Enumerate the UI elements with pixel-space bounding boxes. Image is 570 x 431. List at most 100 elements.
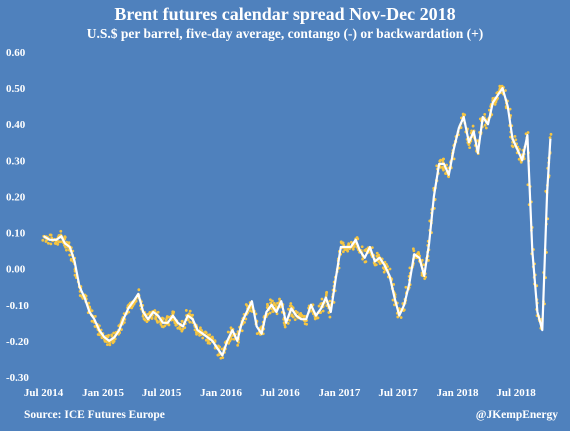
y-tick-label: 0.50: [6, 83, 26, 95]
data-point: [283, 325, 287, 329]
series-line: [43, 87, 552, 357]
data-point: [65, 248, 68, 252]
data-point: [236, 343, 240, 347]
x-tick-label: Jan 2018: [437, 387, 479, 399]
data-point: [64, 245, 67, 249]
data-point: [248, 309, 252, 313]
data-point: [470, 129, 474, 133]
data-point: [504, 89, 507, 92]
data-point: [49, 242, 53, 246]
data-point: [484, 126, 488, 130]
data-point: [370, 246, 374, 250]
data-point: [226, 330, 230, 334]
x-tick-label: Jan 2017: [319, 387, 361, 399]
data-point: [315, 316, 318, 320]
data-point: [360, 245, 364, 249]
data-point: [548, 136, 552, 140]
data-point: [269, 301, 273, 305]
data-point: [442, 168, 445, 172]
data-point: [327, 311, 331, 314]
data-point: [511, 145, 515, 149]
data-point: [153, 309, 157, 312]
data-point: [404, 285, 408, 289]
data-point: [391, 298, 395, 302]
chart-title: Brent futures calendar spread Nov-Dec 20…: [114, 4, 456, 24]
data-point: [352, 245, 356, 248]
data-point: [112, 331, 116, 335]
x-tick-label: Jul 2015: [142, 387, 182, 399]
data-point: [228, 339, 232, 343]
data-point: [388, 267, 392, 271]
data-point: [105, 343, 109, 347]
data-point: [341, 250, 345, 254]
data-point: [229, 326, 233, 330]
y-tick-label: -0.20: [6, 336, 29, 348]
data-point: [122, 321, 126, 324]
data-point: [198, 328, 202, 331]
data-point: [291, 315, 295, 319]
data-point: [346, 249, 350, 253]
data-point: [208, 333, 212, 337]
data-point: [468, 146, 472, 150]
y-tick-label: 0.30: [6, 155, 26, 167]
data-point: [244, 317, 248, 321]
y-tick-label: 0.10: [6, 228, 26, 240]
data-point: [91, 319, 95, 323]
data-point: [467, 143, 471, 146]
data-point: [317, 304, 321, 308]
data-point: [471, 124, 475, 128]
data-point: [167, 315, 171, 319]
data-point: [193, 328, 197, 332]
data-point: [230, 337, 233, 341]
source-note: Source: ICE Futures Europe: [24, 409, 165, 421]
credit-handle: @JKempEnergy: [475, 409, 558, 421]
data-point: [517, 157, 521, 161]
data-point: [361, 257, 365, 261]
data-point: [98, 333, 102, 337]
x-tick-label: Jan 2016: [200, 387, 242, 399]
data-point: [195, 332, 198, 336]
data-point: [441, 158, 444, 162]
data-point: [408, 266, 412, 270]
data-point: [447, 175, 451, 179]
data-point: [483, 123, 487, 127]
data-point: [526, 131, 530, 134]
data-point: [345, 247, 349, 251]
y-tick-label: 0.40: [6, 119, 26, 131]
data-point: [180, 319, 184, 323]
data-point: [59, 229, 63, 233]
data-point: [320, 297, 324, 301]
data-point: [417, 252, 421, 256]
data-point: [84, 294, 88, 298]
data-point: [56, 242, 60, 246]
data-point: [221, 356, 225, 360]
data-point: [50, 236, 54, 240]
data-point: [191, 313, 194, 317]
data-point: [227, 341, 231, 345]
y-tick-label: 0.00: [6, 264, 26, 276]
data-point: [483, 112, 487, 116]
data-point: [375, 251, 379, 255]
data-point: [508, 107, 512, 111]
data-point: [243, 321, 246, 324]
data-point: [178, 327, 182, 331]
data-point: [240, 329, 244, 333]
data-point: [69, 258, 73, 262]
data-point: [300, 313, 303, 317]
data-point: [321, 309, 325, 313]
data-point: [351, 247, 355, 251]
data-point: [271, 310, 275, 313]
data-point: [183, 326, 187, 329]
data-point: [305, 322, 309, 326]
data-point: [255, 332, 259, 336]
data-point: [156, 320, 159, 324]
data-point: [513, 134, 517, 138]
data-point: [341, 241, 345, 245]
x-tick-label: Jul 2017: [378, 387, 418, 399]
x-tick-label: Jul 2018: [496, 387, 536, 399]
data-point: [293, 318, 297, 321]
data-point: [347, 242, 351, 246]
chart-subtitle: U.S.$ per barrel, five-day average, cont…: [86, 26, 484, 41]
data-point: [175, 323, 178, 326]
